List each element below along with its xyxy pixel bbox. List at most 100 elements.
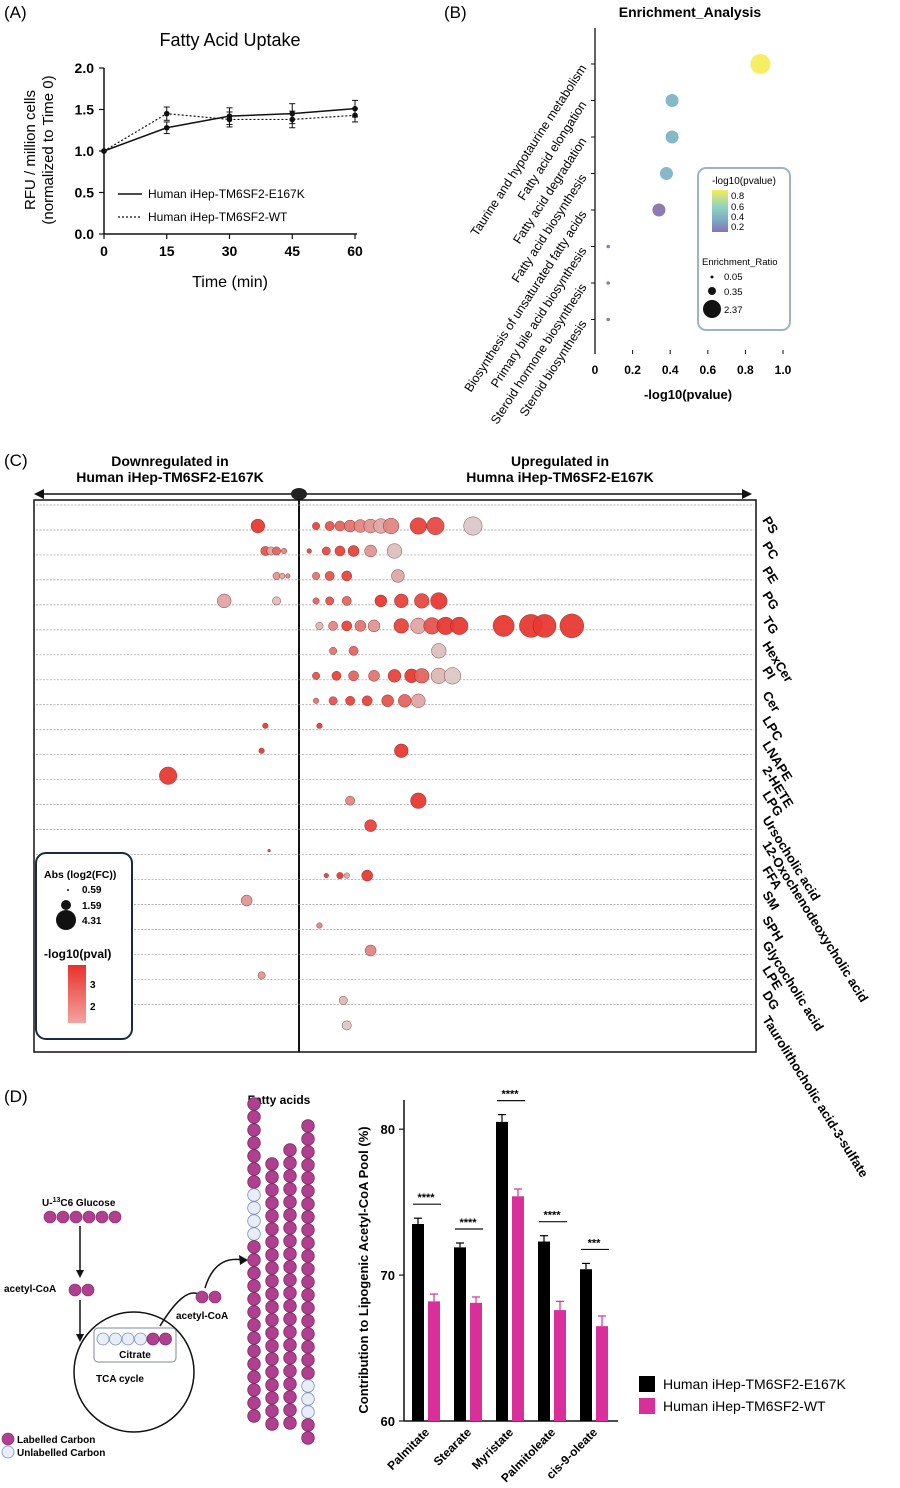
lipid-bubble [559, 613, 584, 639]
labelled-carbon [283, 1208, 297, 1222]
lipid-bubble [272, 572, 281, 580]
labelled-carbon [265, 1183, 279, 1197]
lipid-bubble [262, 722, 269, 729]
lipid-class-label: Taurolithocholic acid-3-sulfate [759, 1013, 871, 1180]
c-bubbles [159, 516, 584, 1031]
labelled-carbon [247, 1149, 261, 1163]
lipid-bubble [257, 971, 266, 980]
labelled-carbon [283, 1169, 297, 1183]
c-legend-size-title: Abs (log2(FC)) [44, 869, 116, 881]
lipid-bubble [285, 573, 291, 579]
category-label: Stearate [431, 1425, 475, 1469]
labelled-carbon [265, 1326, 279, 1340]
legend-b-size-3: 2.37 [724, 305, 743, 316]
labelled-carbon [265, 1157, 279, 1171]
labelled-carbon [265, 1313, 279, 1327]
chart-b-title: Enrichment_Analysis [619, 4, 762, 20]
labelled-carbon [283, 1416, 297, 1430]
c-legend-color-title: -log10(pval) [44, 947, 111, 961]
lipid-bubble [312, 671, 320, 680]
labelled-carbon [283, 1182, 297, 1196]
legend-d-swatch-1 [639, 1376, 655, 1392]
lipid-bubble [331, 671, 342, 681]
lipid-bubble [312, 522, 320, 530]
data-point [163, 110, 170, 117]
legend-d-series-1: Human iHep-TM6SF2-E167K [663, 1376, 847, 1392]
labelled-carbon [301, 1431, 315, 1445]
labelled-carbon [265, 1378, 279, 1392]
labelled-carbon [265, 1209, 279, 1223]
bar-e167k [454, 1247, 466, 1421]
legend-a-series-1: Human iHep-TM6SF2-E167K [148, 187, 305, 201]
labelled-carbon [265, 1261, 279, 1275]
labelled-carbon [301, 1145, 315, 1159]
lipid-bubble [345, 795, 355, 806]
lipid-bubble [374, 594, 388, 608]
c-up-label-2: Humna iHep-TM6SF2-E167K [466, 469, 653, 485]
labelled-carbon [301, 1366, 315, 1380]
d-glucose-carbons [43, 1210, 122, 1224]
labelled-carbon [265, 1300, 279, 1314]
d-fatty-acids-title: Fatty acids [248, 1093, 311, 1107]
legend-b-color-title: -log10(pvalue) [712, 176, 776, 187]
bar-e167k [496, 1121, 508, 1421]
c-legend-color-3: 3 [90, 980, 96, 991]
legend-b-size-title: Enrichment_Ratio [702, 257, 778, 268]
lipid-bubble [312, 572, 320, 580]
chart-a-xlabel: Time (min) [192, 274, 268, 291]
lipid-bubble [532, 614, 557, 638]
unlabelled-carbon [247, 1227, 261, 1241]
labelled-carbon [283, 1390, 297, 1404]
labelled-carbon [283, 1286, 297, 1300]
labelled-carbon [247, 1279, 261, 1293]
glucose-carbon [82, 1210, 96, 1224]
labelled-carbon [283, 1364, 297, 1378]
labelled-carbon [247, 1305, 261, 1319]
lipid-bubble [411, 693, 426, 708]
enrichment-point [665, 130, 679, 144]
lipid-bubble [345, 695, 355, 706]
bar-wt [596, 1326, 608, 1421]
labelled-carbon [247, 1318, 261, 1332]
lipid-bubble [430, 592, 448, 610]
lipid-bubble [316, 922, 323, 929]
lipid-bubble [381, 694, 394, 707]
x-tick-label: 0.2 [624, 363, 641, 377]
data-point [289, 116, 296, 123]
lipid-bubble [387, 669, 402, 683]
c-legend-size-2: 1.59 [82, 901, 102, 912]
x-tick-label: 1.0 [775, 363, 792, 377]
labelled-carbon [301, 1236, 315, 1250]
x-tick-label: 45 [284, 243, 300, 259]
labelled-carbon [159, 1332, 172, 1346]
legend-b-tick-2: 0.6 [731, 202, 744, 213]
data-point [226, 116, 233, 123]
significance-stars: **** [417, 1192, 435, 1204]
labelled-carbon [301, 1249, 315, 1263]
x-tick-label: 0.6 [699, 363, 716, 377]
unlabelled-carbon [109, 1332, 122, 1346]
panel-label-d: (D) [4, 1087, 28, 1106]
labelled-carbon [265, 1339, 279, 1353]
significance-stars: **** [459, 1217, 477, 1229]
labelled-carbon [301, 1171, 315, 1185]
panel-d: (D) Fatty acids U-13C6 Glucose acetyl-Co… [1, 1087, 847, 1485]
labelled-carbon [283, 1195, 297, 1209]
lipid-bubble [328, 696, 338, 706]
lipid-class-label: Cer [759, 688, 783, 714]
chart-a-ylabel-2: (normalized to Time 0) [40, 75, 57, 224]
lipid-class-label: PG [759, 589, 782, 613]
labelled-carbon [265, 1274, 279, 1288]
lipid-bubble [313, 697, 320, 704]
unlabelled-carbon [134, 1332, 147, 1346]
lipid-bubble [443, 667, 461, 685]
lipid-bubble [279, 572, 286, 579]
x-tick-label: 0.8 [737, 363, 754, 377]
lipid-class-label: TG [759, 614, 781, 637]
lipid-bubble [338, 996, 348, 1005]
legend-b-size-dot-1 [710, 275, 714, 279]
c-legend-size-1: 0.59 [82, 885, 102, 896]
lipid-bubble [341, 570, 352, 582]
labelled-carbon [265, 1391, 279, 1405]
